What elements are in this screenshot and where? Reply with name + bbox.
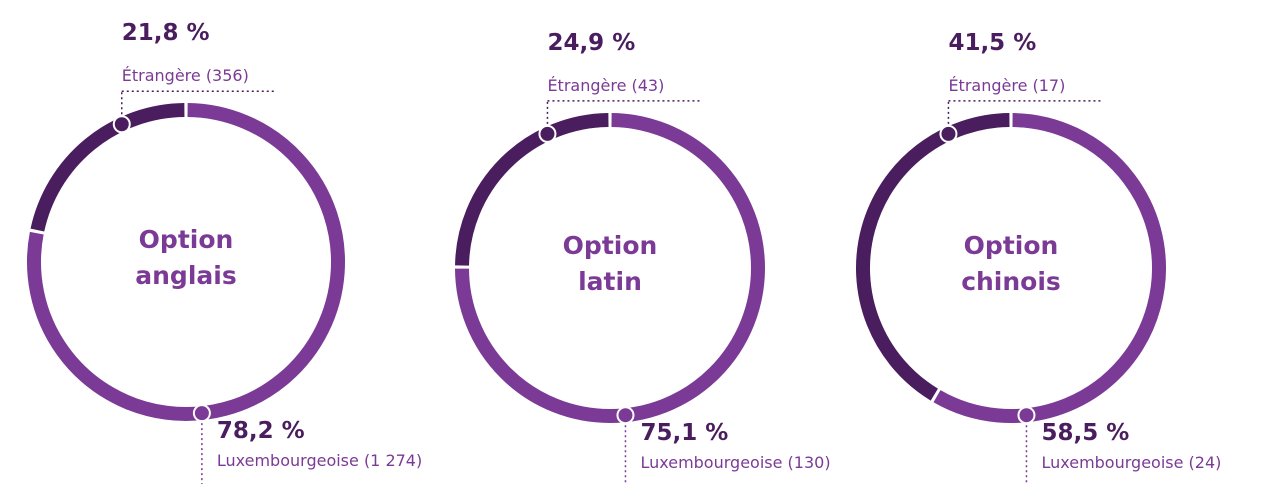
category-label: Luxembourgeoise (130) — [640, 453, 831, 473]
donut-segment — [455, 113, 765, 423]
chart-title: Option latin — [562, 231, 658, 296]
value-label: 78,2 % — [216, 418, 305, 445]
chart-title: Option chinois — [961, 231, 1061, 296]
donut-segment — [30, 103, 185, 232]
label-dot — [192, 404, 211, 423]
value-label: 58,5 % — [1041, 420, 1130, 447]
donut-segment — [27, 103, 345, 421]
category-label: Étrangère (356) — [121, 66, 249, 86]
category-label: Étrangère (43) — [547, 75, 665, 95]
value-label: 41,5 % — [948, 29, 1037, 56]
category-label: Luxembourgeoise (1 274) — [216, 451, 423, 471]
category-label: Étrangère (17) — [948, 75, 1066, 95]
chart-title: Option anglais — [135, 225, 237, 290]
value-label: 21,8 % — [121, 20, 210, 47]
donut-segment — [933, 113, 1166, 423]
label-dot — [112, 115, 131, 134]
value-label: 75,1 % — [640, 420, 729, 447]
value-label: 24,9 % — [547, 29, 636, 56]
label-dot — [1017, 406, 1036, 425]
label-dot — [616, 406, 635, 425]
label-dot — [538, 124, 557, 143]
category-label: Luxembourgeoise (24) — [1041, 453, 1222, 473]
donut-segment — [455, 113, 609, 266]
label-dot — [939, 124, 958, 143]
